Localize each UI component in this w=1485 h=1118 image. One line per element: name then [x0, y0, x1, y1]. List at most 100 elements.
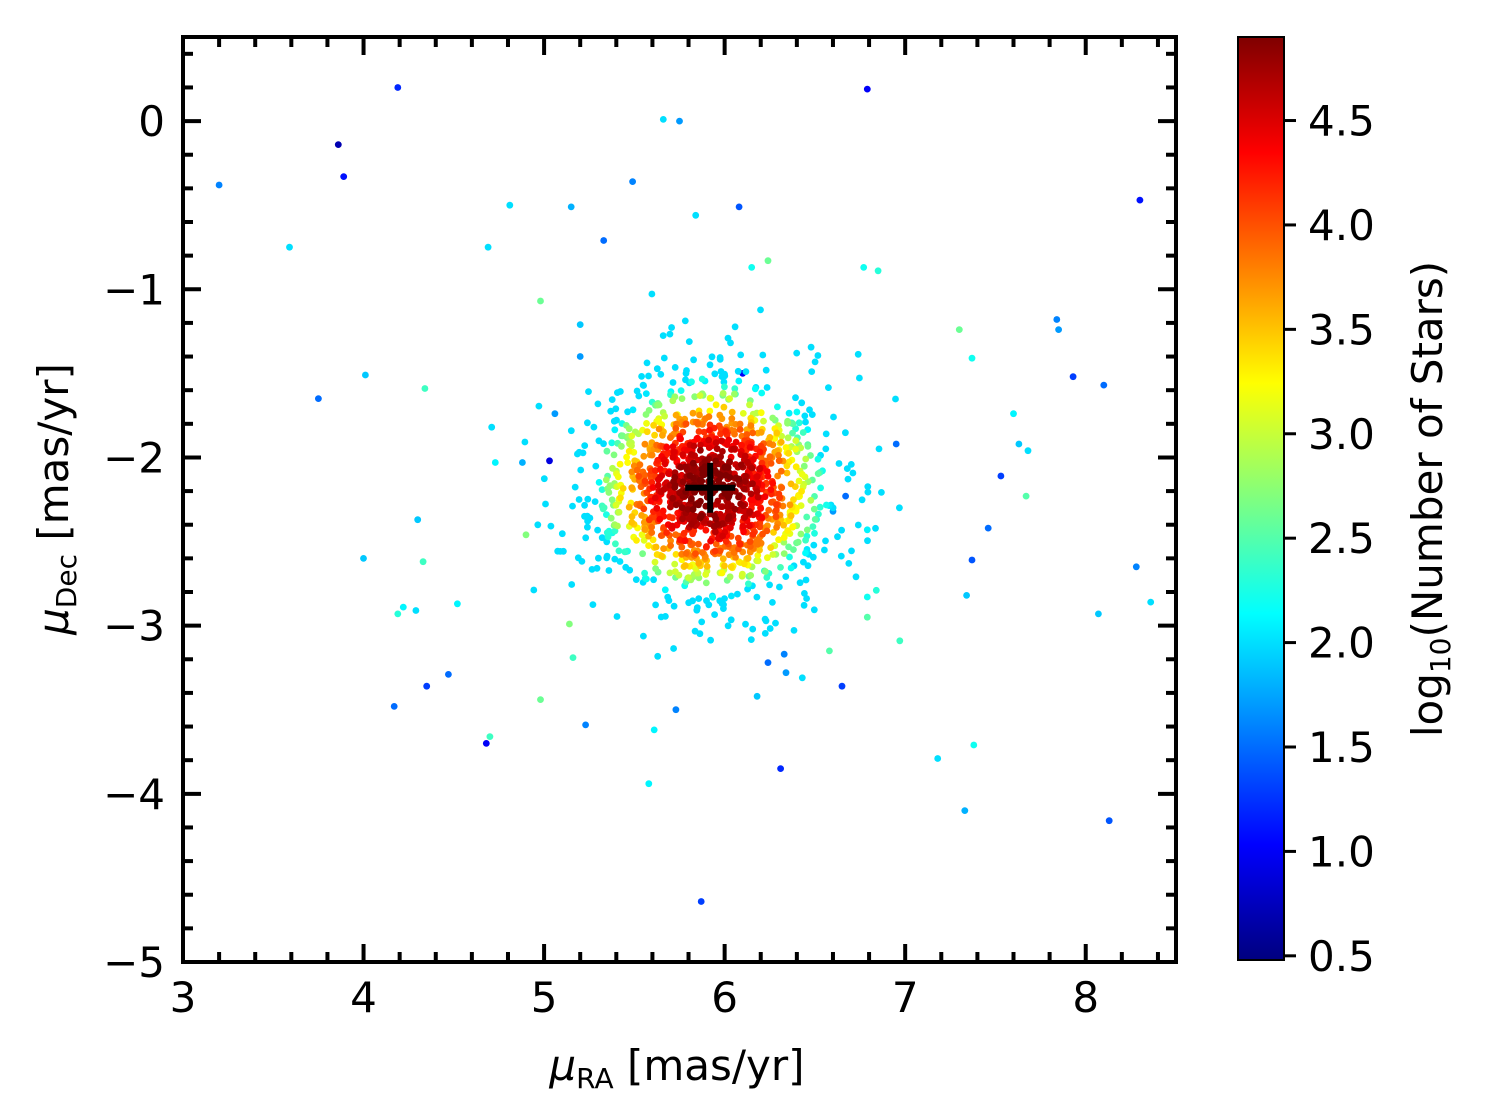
scatter-point [633, 466, 641, 474]
scatter-point [567, 427, 575, 435]
scatter-point [716, 355, 724, 363]
scatter-point [738, 441, 745, 449]
scatter-point [754, 552, 762, 559]
scatter-point [842, 429, 849, 437]
scatter-point [635, 392, 643, 400]
scatter-point [778, 484, 786, 492]
scatter-point [688, 451, 695, 458]
scatter-point [608, 396, 616, 403]
scatter-point [667, 542, 674, 549]
scatter-point [619, 485, 627, 492]
scatter-point [740, 485, 748, 493]
scatter-point [785, 543, 792, 551]
scatter-point [787, 512, 795, 520]
y-axis-label: μDec [mas/yr] [29, 363, 83, 636]
scatter-point [649, 484, 657, 491]
scatter-point [726, 458, 733, 466]
scatter-point [970, 741, 978, 749]
scatter-point [554, 547, 562, 555]
scatter-point [789, 429, 796, 437]
scatter-point [574, 450, 581, 458]
scatter-point [521, 438, 529, 446]
scatter-point [719, 390, 727, 397]
scatter-point [786, 553, 793, 561]
scatter-point [576, 353, 584, 360]
scatter-point [706, 407, 714, 415]
scatter-point [724, 622, 732, 630]
scatter-point [584, 419, 591, 427]
scatter-point [666, 569, 674, 577]
scatter-point [792, 445, 799, 453]
scatter-point [727, 563, 735, 571]
scatter-point [782, 444, 790, 451]
scatter-point [582, 721, 589, 729]
scatter-point [610, 451, 618, 459]
scatter-point [742, 472, 749, 480]
y-tick-label: −5 [103, 938, 165, 987]
scatter-point [678, 543, 686, 551]
scatter-point [654, 482, 662, 489]
scatter-point [643, 420, 650, 427]
scatter-point [641, 569, 648, 577]
scatter-point [732, 438, 740, 446]
scatter-point [669, 514, 676, 522]
scatter-point [795, 419, 803, 427]
scatter-point [629, 178, 636, 186]
scatter-point [598, 534, 606, 542]
scatter-point [622, 563, 630, 571]
scatter-point [725, 493, 732, 501]
colorbar-ticks: 0.5 1.0 1.5 2.0 2.5 3.0 3.5 4.0 4.5 [1284, 97, 1375, 981]
scatter-point [726, 474, 734, 481]
scatter-point [701, 458, 709, 465]
scatter-point [681, 562, 689, 569]
scatter-point [744, 554, 752, 562]
scatter-point [702, 543, 710, 551]
scatter-point [702, 579, 710, 587]
scatter-point [594, 400, 602, 408]
scatter-point [731, 390, 738, 398]
scatter-point [797, 530, 805, 538]
scatter-point [863, 613, 871, 621]
scatter-point [798, 487, 805, 495]
scatter-point [716, 411, 724, 419]
scatter-point [676, 435, 684, 442]
scatter-point [684, 506, 692, 513]
scatter-point [763, 574, 771, 581]
scatter-point [1069, 373, 1077, 381]
scatter-point [811, 516, 819, 523]
scatter-point [780, 650, 788, 658]
scatter-point [688, 378, 695, 386]
scatter-point [721, 562, 728, 570]
scatter-point [774, 472, 781, 480]
scatter-point [794, 538, 802, 546]
scatter-point [672, 706, 680, 714]
scatter-point [769, 551, 777, 558]
scatter-point [614, 473, 622, 481]
scatter-point [657, 613, 665, 621]
scatter-point [717, 368, 725, 375]
scatter-point [792, 463, 800, 471]
scatter-point [721, 383, 728, 391]
scatter-point [801, 590, 808, 597]
scatter-point [660, 486, 668, 493]
scatter-point [698, 477, 706, 485]
scatter-point [764, 257, 772, 265]
scatter-point [569, 502, 576, 510]
scatter-point [558, 530, 566, 538]
scatter-point [640, 519, 648, 526]
scatter-point [581, 442, 589, 449]
scatter-point [712, 457, 720, 465]
cluster-center-marker [685, 462, 736, 513]
scatter-point [787, 564, 795, 572]
scatter-point [745, 522, 753, 530]
scatter-point [1055, 326, 1062, 333]
scatter-point [668, 324, 675, 331]
scatter-point [848, 547, 855, 555]
scatter-point [645, 372, 652, 380]
scatter-point [628, 484, 636, 492]
scatter-point [579, 449, 587, 457]
scatter-point [743, 431, 751, 438]
scatter-point [854, 350, 862, 358]
scatter-point [761, 630, 769, 637]
